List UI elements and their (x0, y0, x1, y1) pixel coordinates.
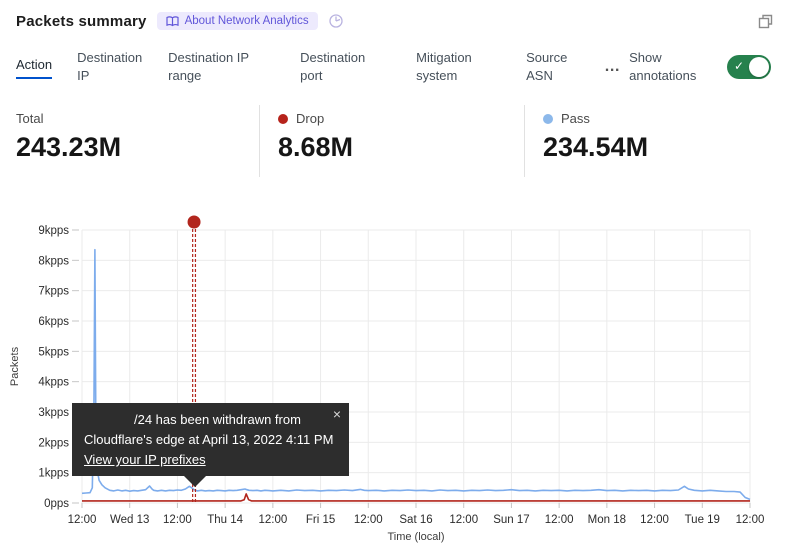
stat-drop-label: Drop (296, 111, 325, 126)
tooltip-text-line2: Cloudflare's edge at April 13, 2022 4:11… (84, 432, 334, 447)
stat-total: Total 243.23M (0, 105, 259, 177)
pass-legend-dot (543, 113, 553, 124)
x-tick-label: Thu 14 (207, 514, 243, 526)
tab-action[interactable]: Action (16, 56, 53, 79)
tab-mitigation-system[interactable]: Mitigation system (416, 50, 472, 83)
show-annotations-label: Show annotations (629, 50, 697, 83)
x-tick-label: 12:00 (736, 514, 765, 526)
x-axis-label: Time (local) (387, 531, 444, 543)
x-tick-label: 12:00 (545, 514, 574, 526)
toggle-knob (749, 57, 769, 77)
x-tick-label: 12:00 (449, 514, 478, 526)
y-tick-label: 0pps (44, 498, 69, 510)
toggle-check-icon: ✓ (734, 59, 745, 73)
about-badge-label: About Network Analytics (184, 15, 309, 27)
stat-drop[interactable]: Drop 8.68M (259, 105, 524, 177)
annotation-tooltip: × /24 has been withdrawn from Cloudflare… (72, 403, 349, 487)
stat-drop-value: 8.68M (278, 132, 354, 162)
y-tick-label: 4kpps (38, 377, 69, 389)
y-tick-label: 3kpps (38, 407, 69, 419)
y-axis-label: Packets (9, 346, 21, 386)
x-tick-label: Fri 15 (306, 514, 335, 526)
tabs-bar: Action Destination IP Destination IP ran… (0, 42, 785, 92)
x-tick-label: 12:00 (640, 514, 669, 526)
drop-legend-dot (278, 113, 288, 124)
popout-icon[interactable] (758, 14, 773, 29)
book-icon (165, 15, 179, 27)
stat-pass[interactable]: Pass 234.54M (524, 105, 785, 177)
x-tick-label: Sun 17 (493, 514, 529, 526)
tab-source-asn[interactable]: Source ASN (526, 50, 568, 83)
x-tick-label: Mon 18 (588, 514, 626, 526)
x-tick-label: Wed 13 (110, 514, 149, 526)
y-tick-label: 8kpps (38, 255, 69, 267)
x-tick-label: 12:00 (258, 514, 287, 526)
x-tick-label: Sat 16 (399, 514, 432, 526)
x-tick-label: 12:00 (354, 514, 383, 526)
drop-series-line (82, 493, 750, 502)
x-tick-label: 12:00 (163, 514, 192, 526)
stat-total-value: 243.23M (16, 132, 122, 162)
stats-row: Total 243.23M Drop 8.68M Pass 234.54M (0, 105, 785, 177)
stat-pass-label: Pass (561, 111, 590, 126)
tooltip-text-line1: /24 has been withdrawn from (134, 412, 301, 427)
y-tick-label: 1kpps (38, 468, 69, 480)
x-tick-label: Tue 19 (685, 514, 720, 526)
more-tabs-button[interactable]: … (604, 58, 622, 75)
annotation-marker-dot[interactable] (187, 215, 201, 229)
tab-destination-ip[interactable]: Destination IP (77, 50, 143, 83)
about-network-analytics-badge[interactable]: About Network Analytics (156, 12, 318, 30)
tooltip-close-icon[interactable]: × (332, 406, 341, 422)
tab-destination-port[interactable]: Destination port (300, 50, 366, 83)
pass-series-line (81, 248, 751, 501)
y-tick-label: 7kpps (38, 286, 69, 298)
y-tick-label: 5kpps (38, 346, 69, 358)
y-tick-label: 9kpps (38, 225, 69, 237)
history-icon[interactable] (328, 13, 344, 29)
show-annotations-toggle[interactable]: ✓ (727, 55, 771, 79)
panel-header: Packets summary About Network Analytics (16, 8, 773, 34)
tab-destination-ip-range[interactable]: Destination IP range (168, 50, 249, 83)
x-tick-label: 12:00 (68, 514, 97, 526)
stat-total-label: Total (16, 111, 44, 126)
view-ip-prefixes-link[interactable]: View your IP prefixes (84, 452, 206, 467)
y-tick-label: 2kpps (38, 437, 69, 449)
y-tick-label: 6kpps (38, 316, 69, 328)
stat-pass-value: 234.54M (543, 132, 649, 162)
page-title: Packets summary (16, 12, 147, 30)
